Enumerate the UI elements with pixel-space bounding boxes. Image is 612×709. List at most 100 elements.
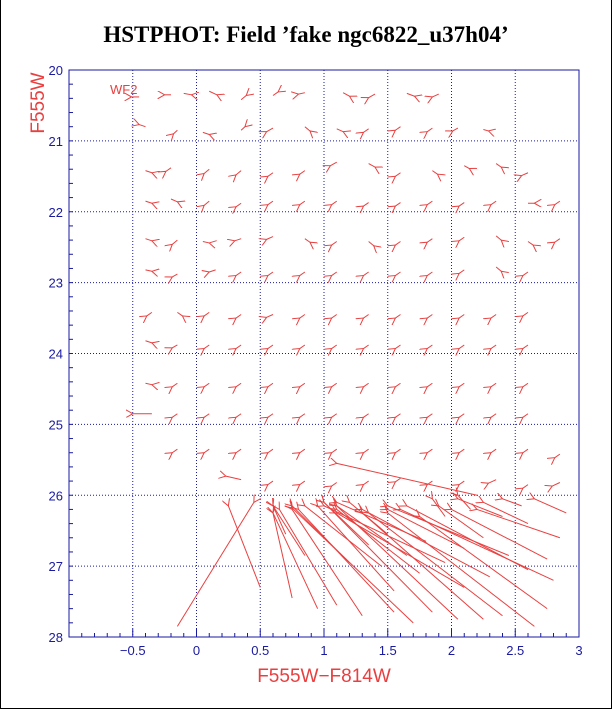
error-vector bbox=[452, 509, 548, 560]
error-vector bbox=[350, 502, 389, 535]
error-vector bbox=[523, 311, 529, 316]
error-vector bbox=[395, 172, 401, 177]
error-vector bbox=[176, 502, 254, 627]
error-vector bbox=[267, 236, 274, 240]
error-vector bbox=[522, 172, 529, 176]
error-vector bbox=[491, 382, 497, 387]
x-tick-label: 1.5 bbox=[379, 643, 397, 658]
error-vector bbox=[202, 242, 209, 243]
error-vector bbox=[395, 241, 401, 246]
error-vector bbox=[299, 509, 395, 613]
error-vector bbox=[236, 271, 242, 276]
error-vector bbox=[209, 269, 216, 272]
error-vector bbox=[427, 127, 433, 132]
error-vector bbox=[491, 413, 497, 418]
error-vector bbox=[172, 273, 178, 277]
error-vector bbox=[483, 502, 529, 525]
error-vector bbox=[145, 200, 152, 203]
error-vector bbox=[204, 168, 210, 173]
error-vector bbox=[337, 506, 408, 556]
error-vector bbox=[268, 382, 274, 387]
error-vector bbox=[491, 448, 497, 453]
error-vector bbox=[236, 382, 242, 387]
error-vector bbox=[240, 127, 245, 131]
error-vector bbox=[268, 413, 274, 418]
error-vector bbox=[523, 271, 529, 276]
y-tick-label: 27 bbox=[49, 559, 63, 574]
error-vector bbox=[204, 344, 210, 349]
error-vector bbox=[555, 453, 561, 458]
error-vector bbox=[523, 344, 529, 349]
error-vector bbox=[464, 165, 469, 169]
error-vector bbox=[204, 448, 210, 453]
error-vector bbox=[491, 344, 497, 349]
error-vector bbox=[459, 448, 465, 453]
error-vector bbox=[495, 163, 501, 168]
error-vector bbox=[364, 128, 369, 133]
error-vector bbox=[362, 509, 490, 578]
error-vector bbox=[427, 413, 433, 418]
error-vector bbox=[364, 344, 369, 349]
error-vector bbox=[427, 200, 433, 205]
error-vector bbox=[324, 506, 446, 564]
error-vector bbox=[204, 413, 210, 418]
error-vector bbox=[477, 509, 561, 539]
error-vector bbox=[166, 167, 172, 172]
error-vector bbox=[488, 479, 497, 484]
y-tick-label: 25 bbox=[49, 417, 63, 432]
error-vector bbox=[240, 96, 246, 101]
error-vector bbox=[267, 314, 274, 318]
error-vector bbox=[300, 314, 306, 319]
error-vector bbox=[527, 241, 533, 246]
error-vector bbox=[268, 172, 274, 177]
x-tick-label: −0.5 bbox=[120, 643, 146, 658]
error-vector bbox=[332, 200, 338, 205]
error-vector bbox=[459, 314, 465, 319]
error-vector bbox=[332, 382, 338, 387]
chart-title: HSTPHOT: Field ’fake ngc6822_u37h04’ bbox=[103, 22, 509, 47]
error-vector bbox=[459, 202, 465, 207]
error-vector bbox=[459, 382, 465, 387]
error-vector bbox=[459, 344, 465, 349]
error-vector bbox=[427, 271, 433, 276]
error-vector bbox=[369, 93, 376, 98]
error-vector bbox=[300, 382, 306, 387]
error-vector bbox=[324, 502, 433, 613]
y-tick-label: 23 bbox=[49, 276, 63, 291]
error-vector bbox=[268, 344, 274, 349]
error-vector bbox=[273, 513, 293, 599]
error-vector bbox=[395, 448, 401, 453]
error-vector bbox=[388, 506, 510, 556]
error-vector bbox=[364, 480, 369, 485]
error-vector bbox=[407, 506, 529, 571]
error-vector bbox=[273, 506, 287, 535]
error-vector bbox=[304, 126, 310, 131]
error-vector bbox=[305, 506, 382, 567]
error-vector bbox=[552, 482, 561, 486]
error-vector bbox=[337, 509, 420, 574]
error-vector bbox=[272, 92, 278, 96]
error-vector bbox=[427, 344, 433, 349]
y-axis-label: F555W bbox=[28, 72, 49, 133]
error-vector bbox=[330, 161, 337, 166]
y-tick-label: 28 bbox=[49, 630, 63, 645]
error-vector bbox=[395, 271, 401, 276]
error-vector bbox=[395, 382, 401, 387]
error-vector bbox=[523, 484, 529, 489]
y-tick-label: 24 bbox=[49, 347, 63, 362]
error-vector bbox=[145, 340, 152, 343]
error-vector bbox=[228, 506, 261, 588]
error-vector bbox=[292, 509, 363, 617]
error-vector bbox=[235, 238, 242, 241]
x-tick-label: 2 bbox=[448, 643, 455, 658]
error-vector bbox=[267, 127, 274, 132]
error-vector bbox=[292, 508, 414, 624]
error-vector bbox=[483, 130, 488, 131]
error-vector bbox=[204, 200, 210, 205]
error-vector bbox=[177, 311, 182, 316]
error-vector bbox=[395, 202, 401, 207]
error-vector bbox=[268, 200, 274, 205]
error-vector bbox=[324, 502, 369, 546]
error-vector bbox=[523, 382, 529, 387]
error-vector bbox=[459, 269, 465, 274]
